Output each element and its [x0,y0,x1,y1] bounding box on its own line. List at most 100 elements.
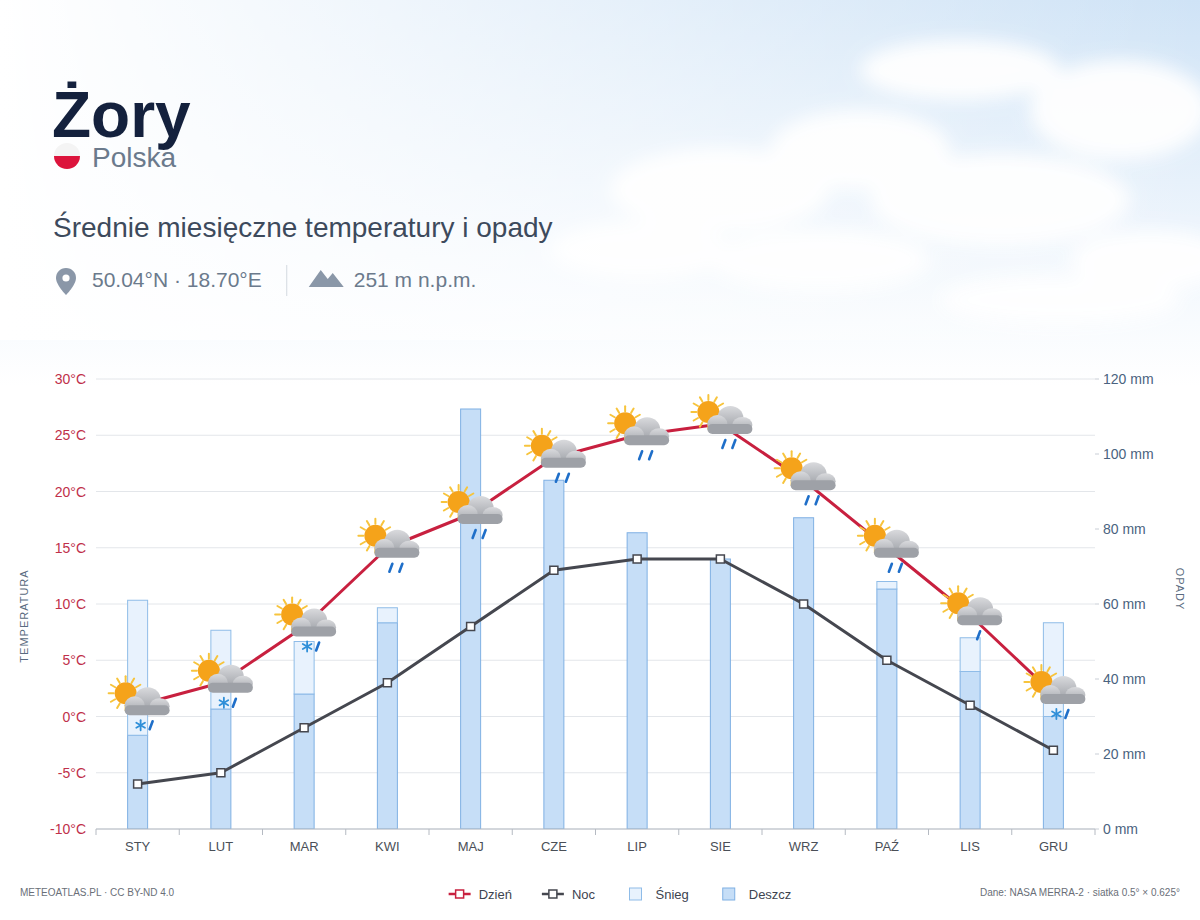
chart: ŻoryPolskaŚrednie miesięczne temperatury… [0,0,1200,920]
y-tick-label: -5°C [58,765,86,781]
y2-tick-label: 80 mm [1103,521,1146,537]
legend-entry: Noc [542,887,596,902]
x-tick-label: KWI [375,839,400,854]
grid-line [96,716,1095,717]
y2-tick-label: 100 mm [1103,446,1154,462]
y-tick-label: 25°C [55,427,86,443]
y2-tick-label: 20 mm [1103,746,1146,762]
bar [544,480,564,829]
legend-label: Śnieg [655,887,688,902]
bar [877,589,897,829]
x-tick-label: GRU [1039,839,1068,854]
bar [294,694,314,829]
y2-tick [1095,829,1099,830]
y-tick-label: -10°C [50,821,86,837]
x-tick [762,829,763,835]
x-tick-label: LIS [960,839,980,854]
weather-icon [858,519,919,572]
x-tick-label: CZE [541,839,567,854]
marker [467,623,475,631]
marker [716,555,724,563]
country: Polska [92,142,176,173]
x-tick [96,829,97,835]
background [0,0,1200,920]
grid-line [96,547,1095,548]
y-tick-label: 20°C [55,484,86,500]
legend-entry: Dzień [449,887,512,902]
marker [383,679,391,687]
bar [294,642,314,695]
y-tick-label: 15°C [55,540,86,556]
weather-icon [941,586,1002,639]
x-tick-label: LUT [209,839,234,854]
y-axis-title: TEMPERATURA [18,569,30,662]
bar [877,582,897,590]
legend-label: Deszcz [749,887,792,902]
marker [550,566,558,574]
weather-icon [775,451,836,504]
y2-tick-label: 120 mm [1103,371,1154,387]
y2-axis-title: OPADY [1174,568,1186,611]
bar [461,409,481,410]
credit: Dane: NASA MERRA-2 · siatka 0.5° × 0.625… [980,887,1180,898]
y-tick-label: 10°C [55,596,86,612]
bar [627,533,647,829]
weather-icon [608,406,669,459]
y2-tick [1095,679,1099,680]
x-tick-label: WRZ [789,839,819,854]
separator [286,265,287,296]
elevation: 251 m n.p.m. [354,268,477,291]
x-tick-label: SIE [710,839,731,854]
bar [377,608,397,623]
x-tick [262,829,263,835]
bar [960,638,980,672]
y2-tick-label: 40 mm [1103,671,1146,687]
weather-icon [1024,665,1085,719]
x-tick [1011,829,1012,835]
bar [794,518,814,829]
bar [544,480,564,481]
x-tick [678,829,679,835]
grid-line [96,435,1095,436]
x-tick-label: MAR [290,839,319,854]
x-tick [928,829,929,835]
x-tick [345,829,346,835]
weather-icon [275,598,336,652]
marker [300,724,308,732]
x-tick-label: LIP [627,839,647,854]
weather-icon [442,485,503,538]
page: ŻoryPolskaŚrednie miesięczne temperatury… [0,0,1200,920]
grid-line [96,660,1095,661]
y-tick-label: 0°C [63,709,87,725]
x-tick [179,829,180,835]
grid-line [96,604,1095,605]
pin-icon [56,268,76,295]
marker [966,701,974,709]
grid [96,379,1095,829]
bar [627,532,647,533]
mountain-icon [309,270,344,287]
weather-icon [525,429,586,482]
y2-tick-label: 60 mm [1103,596,1146,612]
marker [134,780,142,788]
y-tick-label: 30°C [55,371,86,387]
marker [1049,746,1057,754]
weather-icon [192,654,253,708]
subtitle: Średnie miesięczne temperatury i opady [53,211,553,243]
bar [1043,717,1063,830]
marker [217,769,225,777]
y2-tick [1095,379,1099,380]
x-tick [595,829,596,835]
y2-tick-label: 0 mm [1103,821,1138,837]
background-fade [0,0,1200,340]
x-tick [429,829,430,835]
bar [710,559,730,829]
line [138,559,1054,784]
x-tick [845,829,846,835]
x-tick-label: PAŹ [875,839,899,854]
y2-tick [1095,754,1099,755]
y2-tick [1095,604,1099,605]
weather-icon [358,519,419,572]
bar [461,409,481,829]
marker [800,600,808,608]
